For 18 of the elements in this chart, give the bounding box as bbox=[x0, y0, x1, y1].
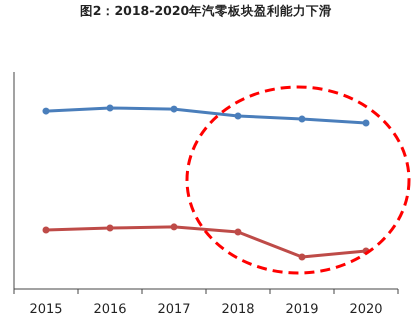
point bbox=[234, 228, 242, 236]
point bbox=[106, 104, 114, 112]
x-tick-label: 2019 bbox=[285, 302, 319, 317]
point bbox=[234, 112, 242, 120]
point bbox=[42, 108, 50, 115]
point bbox=[42, 226, 50, 234]
point bbox=[106, 224, 114, 232]
point bbox=[362, 120, 370, 127]
x-tick-label: 2015 bbox=[29, 302, 63, 317]
x-tick-label: 2018 bbox=[221, 302, 255, 317]
point bbox=[170, 223, 178, 230]
point bbox=[170, 106, 178, 113]
x-tick-label: 2016 bbox=[93, 302, 127, 317]
chart-title: 图2：2018-2020年汽零板块盈利能力下滑 bbox=[80, 3, 332, 18]
x-tick-label: 2017 bbox=[157, 302, 191, 317]
x-tick-label: 2020 bbox=[349, 302, 383, 317]
point bbox=[298, 116, 306, 123]
point bbox=[298, 253, 306, 260]
